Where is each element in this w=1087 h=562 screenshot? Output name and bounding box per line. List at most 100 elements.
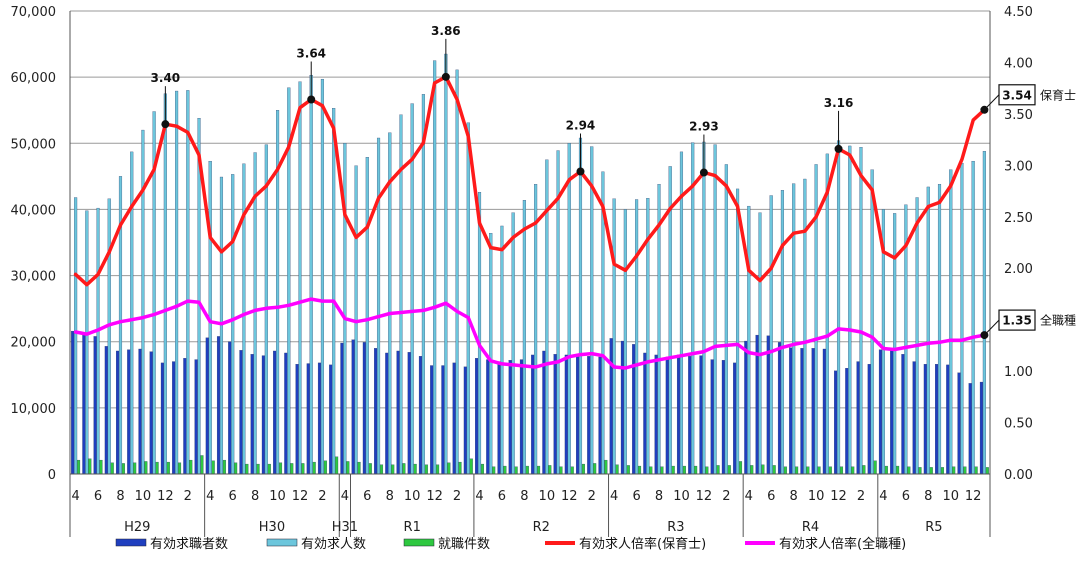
x-tick-label: 4	[71, 489, 79, 504]
right-tick-label: 2.00	[1004, 262, 1033, 277]
bar-seekers	[228, 341, 232, 475]
bar-placements	[851, 466, 855, 475]
bar-seekers	[149, 351, 153, 475]
bar-placements	[795, 466, 799, 475]
bar-placements	[929, 467, 933, 475]
bar-placements	[76, 459, 81, 475]
bar-openings	[320, 78, 324, 475]
bar-seekers	[452, 362, 456, 475]
bar-openings	[107, 198, 111, 475]
bar-seekers	[620, 340, 624, 475]
left-tick-label: 0	[48, 468, 56, 483]
bar-seekers	[250, 354, 254, 475]
x-tick-label: 6	[229, 489, 237, 504]
x-tick-label: 10	[673, 489, 690, 504]
peak-marker	[576, 167, 585, 176]
legend-label: 有効求職者数	[150, 537, 228, 552]
group-label: H31	[332, 520, 358, 535]
bar-placements	[940, 467, 945, 475]
bar-seekers	[430, 365, 434, 475]
bar-openings	[455, 69, 459, 475]
x-tick-label: 10	[404, 489, 421, 504]
bar-openings	[466, 122, 470, 475]
bar-placements	[110, 462, 114, 475]
bar-placements	[424, 464, 428, 475]
bar-openings	[859, 147, 863, 475]
bar-openings	[175, 90, 179, 475]
x-tick-label: 6	[498, 489, 506, 504]
bar-seekers	[935, 364, 939, 475]
bar-seekers	[699, 355, 703, 475]
peak-label: 3.86	[431, 24, 461, 38]
bar-placements	[301, 463, 305, 475]
right-tick-label: 2.50	[1004, 211, 1033, 226]
bar-openings	[937, 184, 942, 475]
bar-openings	[803, 178, 807, 475]
right-tick-label: 3.50	[1004, 108, 1033, 123]
x-tick-label: 6	[902, 489, 910, 504]
bar-seekers	[968, 383, 972, 475]
bar-placements	[985, 467, 989, 475]
bar-openings	[724, 164, 728, 475]
bar-seekers	[508, 360, 512, 475]
left-tick-label: 40,000	[11, 203, 57, 218]
bar-openings	[915, 197, 919, 475]
bar-seekers	[575, 356, 580, 475]
legend-label: 有効求人倍率(保育士)	[579, 536, 706, 552]
x-tick-label: 8	[116, 489, 124, 504]
bar-placements	[559, 466, 563, 475]
bar-openings	[489, 233, 493, 475]
end-leader-line	[984, 94, 1000, 111]
bar-placements	[761, 464, 765, 475]
left-tick-label: 60,000	[11, 71, 57, 86]
bar-placements	[144, 461, 148, 475]
bar-seekers	[463, 366, 467, 475]
bar-seekers	[418, 356, 423, 475]
annotations: 3.40 3.64 3.86 2.94 2.93 3.16 3.54 保育士 1.35 全職種	[151, 24, 1076, 340]
bar-openings	[848, 145, 852, 475]
bar-openings	[421, 94, 425, 475]
bar-placements	[637, 465, 642, 475]
legend-label: 就職件数	[438, 537, 490, 552]
bar-placements	[234, 462, 238, 475]
bar-placements	[581, 463, 585, 475]
bar-openings	[702, 141, 706, 475]
bar-openings	[926, 186, 930, 475]
bar-placements	[694, 465, 698, 475]
x-tick-label: 6	[94, 489, 102, 504]
bar-placements	[480, 463, 485, 475]
x-tick-label: 4	[475, 489, 483, 504]
line-ratio-nursery	[73, 75, 987, 287]
bar-openings	[747, 205, 751, 475]
end-series-label: 保育士	[1040, 87, 1076, 102]
bar-placements	[525, 465, 529, 475]
peak-marker	[441, 72, 450, 81]
bar-placements	[379, 464, 384, 475]
bar-seekers	[766, 335, 770, 475]
bar-placements	[88, 458, 92, 475]
x-tick-label: 10	[269, 489, 286, 504]
x-tick-label: 8	[655, 489, 663, 504]
bar-openings	[982, 151, 986, 475]
bar-seekers	[643, 352, 647, 475]
bar-placements	[615, 464, 619, 475]
bar-placements	[222, 459, 226, 475]
peak-marker	[699, 168, 708, 177]
bar-openings	[96, 207, 100, 475]
peak-label: 3.40	[151, 71, 181, 85]
bar-openings	[343, 143, 347, 475]
bar-seekers	[239, 350, 243, 475]
bar-placements	[682, 465, 686, 475]
bar-openings	[376, 137, 381, 475]
bar-seekers	[396, 350, 400, 475]
bar-seekers	[261, 355, 265, 475]
bars	[71, 53, 989, 475]
bar-seekers	[351, 339, 355, 475]
bar-seekers	[553, 354, 557, 475]
bar-placements	[963, 466, 967, 475]
peak-label: 2.93	[689, 120, 719, 134]
bar-placements	[839, 466, 844, 475]
bar-openings	[298, 81, 302, 475]
bar-seekers	[407, 352, 411, 475]
bar-openings	[141, 129, 145, 475]
